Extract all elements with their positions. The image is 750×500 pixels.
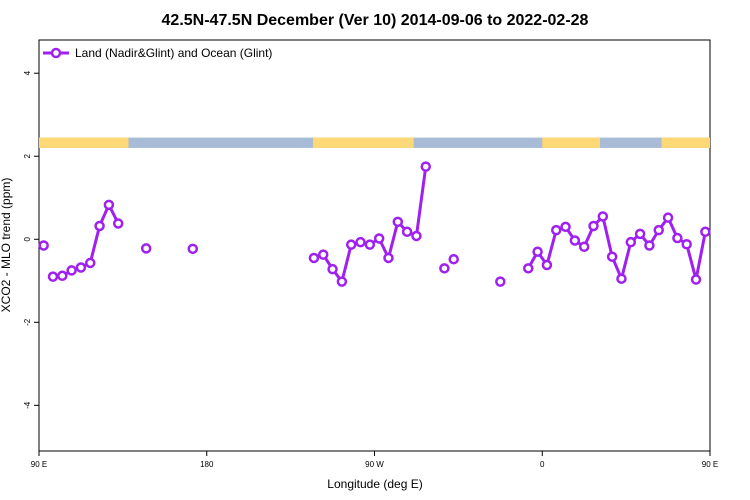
data-point [140,243,152,254]
data-point [672,232,683,244]
data-point [112,218,124,229]
data-point [355,236,366,248]
y-tick-label: -2 [23,318,32,326]
data-point [597,211,609,222]
data-point [662,212,674,223]
x-tick-label: 90 E [31,460,47,469]
series [38,161,711,287]
data-point [634,228,646,240]
data-point [401,226,413,238]
data-point [94,220,105,232]
land-segment [312,137,414,148]
y-tick-label: 4 [23,70,32,75]
data-point [578,241,590,252]
data-point [653,224,664,236]
data-point [383,252,394,264]
data-point [523,263,534,274]
legend: Land (Nadir&Glint) and Ocean (Glint) [43,46,272,60]
data-point [373,233,385,244]
data-point [681,239,692,250]
data-point [690,274,702,285]
data-point [625,236,637,248]
y-tick-label: 2 [23,153,32,158]
data-point [700,226,711,238]
x-axis: 90 E 180 90 W 0 90 E [31,451,718,469]
data-point [644,240,655,251]
data-point [550,224,562,236]
data-point [336,276,348,287]
data-point [47,271,59,282]
data-point [317,249,329,260]
data-point [392,216,404,228]
data-point [588,220,599,232]
data-point [38,240,49,251]
land-ocean-band [39,137,710,148]
y-tick-label: 0 [23,236,32,241]
chart-title: 42.5N-47.5N December (Ver 10) 2014-09-06… [162,12,589,29]
y-tick-label: -4 [23,401,32,409]
data-point [66,265,77,276]
land-segment [661,137,710,148]
data-point [103,199,115,211]
data-point [75,262,87,273]
data-point [495,276,506,287]
legend-label: Land (Nadir&Glint) and Ocean (Glint) [75,46,272,60]
data-point [420,161,432,172]
x-tick-label: 90 E [702,460,718,469]
x-axis-label: Longitude (deg E) [327,477,422,491]
data-point [327,263,338,275]
data-point [308,252,320,264]
data-point [411,230,422,242]
data-point [532,246,543,257]
land-segment [542,137,601,148]
data-point [448,253,459,265]
land-segment [39,137,129,148]
x-tick-label: 0 [540,460,545,469]
x-tick-label: 90 W [365,460,384,469]
y-axis: 4 2 0 -2 -4 [23,70,39,409]
data-point [364,239,376,250]
data-point [569,235,581,246]
data-point [541,259,553,271]
data-point [187,243,199,255]
data-point [85,257,96,269]
data-point [345,239,357,250]
x-tick-label: 180 [200,460,214,469]
data-point [606,251,618,262]
data-point [439,263,450,274]
data-point [57,270,68,282]
legend-marker-symbol [50,47,62,59]
data-point [560,221,571,233]
data-point [616,273,627,284]
y-axis-label: XCO2 - MLO trend (ppm) [0,178,13,313]
